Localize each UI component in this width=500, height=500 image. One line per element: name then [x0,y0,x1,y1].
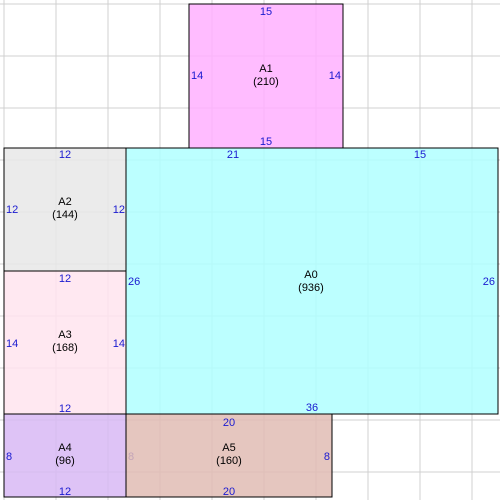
rect-a5-top-dim: 20 [223,417,235,429]
rect-a2-shape [3,147,127,272]
rect-a0-right-dim: 26 [483,276,495,288]
rect-a3-top-dim: 12 [59,273,71,285]
rect-a1-right-dim: 14 [329,70,341,82]
rect-a2-left-dim: 12 [6,204,18,216]
rect-a3-right-dim: 14 [113,338,125,350]
rect-a5-bottom-dim: 20 [223,486,235,498]
rect-a1: A1 (210) 15 15 14 14 [188,3,344,149]
rect-a0-shape [125,147,499,415]
rect-a5-name: A5 [222,442,235,454]
rect-a4-left-dim: 8 [6,451,12,463]
rect-a0-name: A0 [304,269,317,281]
rect-a4-bottom-dim: 12 [59,486,71,498]
rect-a1-name: A1 [259,63,272,75]
rect-a0: A0 (936) 21 15 36 26 26 [125,147,499,415]
rect-a3: A3 (168) 12 12 14 14 [3,270,127,415]
rect-a5: A5 (160) 20 20 8 [125,413,333,498]
rect-a3-bottom-dim: 12 [59,403,71,415]
rect-a2-name: A2 [58,196,71,208]
rect-a5-right-dim: 8 [324,451,330,463]
rect-a1-shape [188,3,344,149]
rect-a3-area: (168) [52,342,78,354]
rect-a2-top-dim: 12 [59,149,71,161]
rect-a1-top-dim: 15 [260,6,272,18]
rect-a1-bottom-dim: 15 [260,136,272,148]
rect-a3-shape [3,270,127,415]
rect-a4: A4 (96) 12 8 8 [3,413,134,498]
rect-a4-area: (96) [55,455,75,467]
rect-a5-shape [125,413,333,498]
rect-a4-name: A4 [58,442,71,454]
rect-a1-left-dim: 14 [191,70,203,82]
rect-a3-name: A3 [58,329,71,341]
rect-a1-area: (210) [253,76,279,88]
rect-a2: A2 (144) 12 12 12 [3,147,127,272]
rect-a2-area: (144) [52,209,78,221]
rect-a0-left-dim: 26 [128,276,140,288]
rect-a0-top-dim: 21 [227,149,239,161]
rect-a0-top-dim-2: 15 [414,149,426,161]
rect-a5-area: (160) [216,455,242,467]
rect-a0-bottom-dim: 36 [306,402,318,414]
rect-a3-left-dim: 14 [6,338,18,350]
rect-a2-right-dim: 12 [113,204,125,216]
rect-a0-area: (936) [298,282,324,294]
